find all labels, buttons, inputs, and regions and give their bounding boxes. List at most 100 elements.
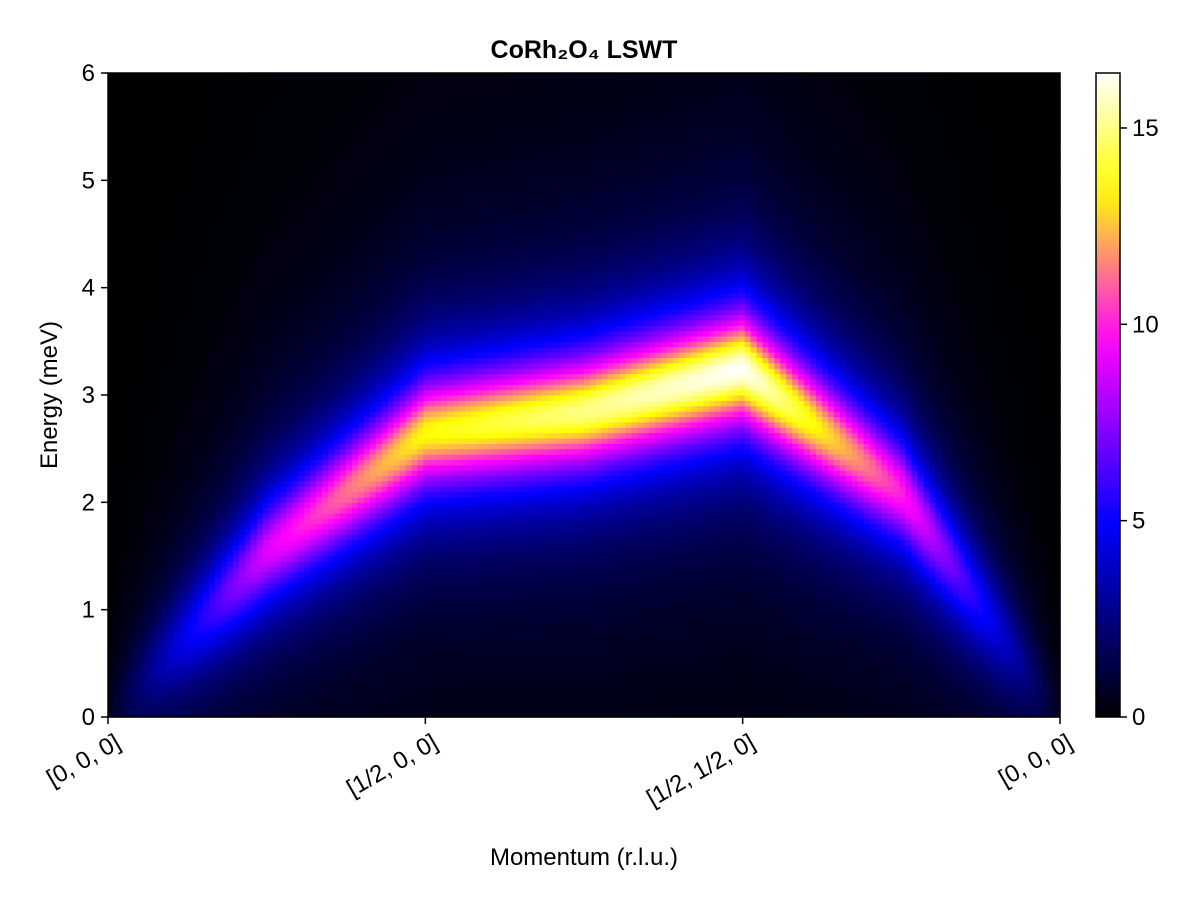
heatmap-cell [125, 73, 133, 79]
heatmap-cell [155, 679, 163, 686]
heatmap-cell [155, 593, 163, 600]
heatmap-cell [119, 582, 127, 589]
heatmap-cell [351, 668, 359, 675]
heatmap-cell [215, 577, 222, 584]
heatmap-cell [227, 711, 234, 718]
heatmap-cell [274, 695, 282, 702]
heatmap-cell [316, 566, 323, 573]
heatmap-cell [256, 513, 264, 520]
heatmap-cell [149, 400, 157, 407]
heatmap-cell [125, 411, 133, 418]
heatmap-cell [209, 357, 216, 364]
heatmap-cell [328, 148, 335, 155]
heatmap-cell [108, 180, 115, 187]
heatmap-cell [108, 443, 115, 450]
heatmap-cell [137, 652, 145, 659]
heatmap-cell [292, 346, 299, 353]
heatmap-cell [238, 298, 246, 305]
heatmap-cell [131, 566, 139, 573]
heatmap-cell [340, 212, 347, 219]
heatmap-cell [292, 276, 299, 283]
heatmap-cell [155, 185, 163, 192]
heatmap-cell [113, 303, 121, 310]
heatmap-cell [185, 609, 192, 616]
heatmap-cell [274, 475, 282, 482]
heatmap-cell [203, 588, 210, 595]
heatmap-cell [298, 545, 305, 552]
heatmap-cell [244, 679, 252, 686]
heatmap-cell [149, 470, 157, 477]
heatmap-cell [298, 389, 305, 396]
heatmap-cell [286, 411, 294, 418]
heatmap-cell [351, 395, 359, 401]
heatmap-cell [262, 346, 270, 353]
heatmap-cell [262, 572, 270, 579]
heatmap-cell [108, 378, 115, 385]
heatmap-cell [125, 325, 133, 332]
heatmap-cell [215, 287, 222, 294]
heatmap-cell [227, 115, 234, 122]
heatmap-cell [286, 89, 294, 96]
heatmap-cell [209, 615, 216, 621]
heatmap-cell [274, 164, 282, 171]
heatmap-cell [155, 604, 163, 611]
heatmap-cell [108, 223, 115, 230]
heatmap-cell [203, 486, 210, 493]
heatmap-cell [221, 341, 228, 348]
heatmap-cell [227, 427, 234, 434]
heatmap-cell [351, 513, 359, 520]
heatmap-cell [280, 212, 288, 219]
heatmap-cell [149, 335, 157, 342]
heatmap-cell [298, 668, 305, 675]
heatmap-cell [185, 212, 192, 219]
heatmap-cell [137, 276, 145, 283]
heatmap-cell [131, 496, 139, 503]
heatmap-cell [209, 545, 216, 552]
heatmap-cell [334, 99, 341, 106]
heatmap-cell [280, 604, 288, 611]
heatmap-cell [191, 400, 198, 407]
heatmap-cell [137, 244, 145, 251]
heatmap-cell [334, 556, 341, 562]
heatmap-cell [167, 201, 175, 208]
heatmap-cell [179, 400, 186, 407]
heatmap-cell [125, 293, 133, 299]
heatmap-cell [274, 330, 282, 337]
heatmap-cell [155, 73, 163, 79]
heatmap-cell [334, 126, 341, 133]
heatmap-cell [274, 427, 282, 434]
heatmap-cell [113, 191, 121, 198]
heatmap-cell [113, 454, 121, 460]
heatmap-cell [232, 464, 240, 471]
heatmap-cell [322, 223, 329, 230]
heatmap-cell [322, 126, 329, 133]
heatmap-cell [191, 550, 198, 557]
heatmap-cell [191, 309, 198, 316]
heatmap-cell [262, 636, 270, 643]
heatmap-cell [298, 684, 305, 691]
heatmap-cell [108, 115, 115, 122]
heatmap-cell [280, 486, 288, 493]
heatmap-cell [197, 330, 204, 337]
heatmap-cell [137, 668, 145, 675]
heatmap-cell [215, 293, 222, 299]
heatmap-cell [108, 335, 115, 342]
heatmap-cell [292, 518, 299, 525]
heatmap-cell [286, 561, 294, 568]
heatmap-cell [125, 684, 133, 691]
heatmap-cell [173, 314, 180, 321]
heatmap-cell [238, 647, 246, 654]
heatmap-cell [244, 362, 252, 369]
heatmap-cell [143, 480, 151, 487]
heatmap-cell [203, 276, 210, 283]
heatmap-cell [238, 668, 246, 675]
heatmap-cell [322, 255, 329, 262]
heatmap-cell [143, 330, 151, 337]
heatmap-cell [310, 298, 317, 305]
heatmap-cell [328, 298, 335, 305]
heatmap-cell [280, 89, 288, 96]
heatmap-cell [203, 668, 210, 675]
heatmap-cell [340, 507, 347, 514]
heatmap-cell [221, 582, 228, 589]
heatmap-cell [328, 384, 335, 391]
